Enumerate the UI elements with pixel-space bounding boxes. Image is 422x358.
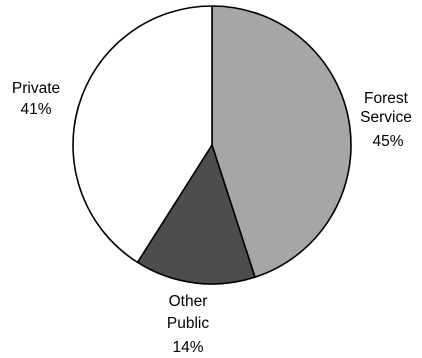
slice-label-other-public-line1: Other <box>169 293 208 310</box>
slice-label-forest-service-line2: Service <box>360 109 412 126</box>
slice-percent-other-public: 14% <box>172 339 203 356</box>
slice-label-private: Private <box>12 80 60 97</box>
slice-label-other-public-line2: Public <box>167 315 209 332</box>
pie-slices <box>72 5 352 285</box>
slice-percent-forest-service: 45% <box>372 133 403 150</box>
pie-slice-other-public <box>136 144 256 285</box>
slice-percent-private: 41% <box>20 101 51 118</box>
pie-slice-forest-service <box>211 5 352 278</box>
pie-slice-private <box>72 5 213 264</box>
slice-label-forest-service-line1: Forest <box>364 90 409 107</box>
